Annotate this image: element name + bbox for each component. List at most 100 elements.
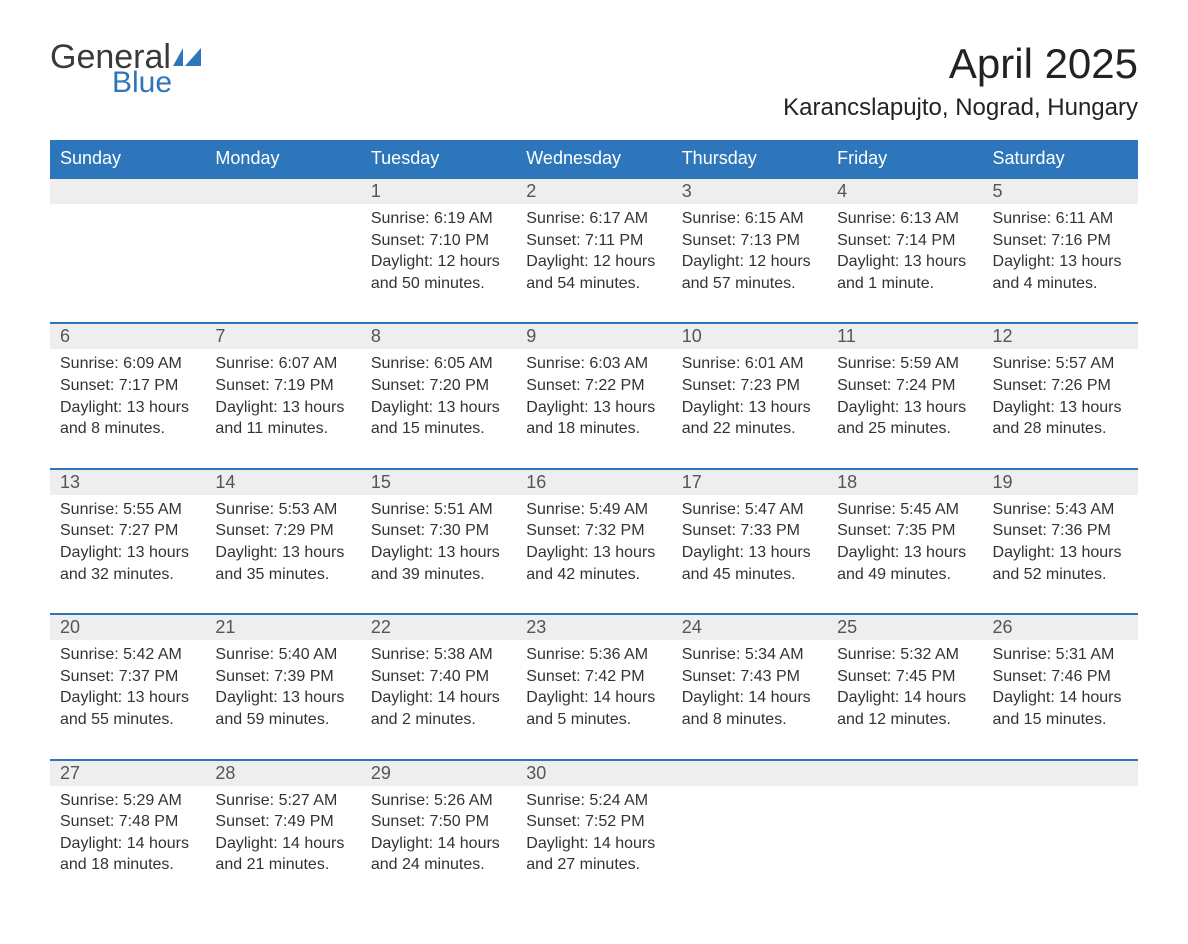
sunrise-text: Sunrise: 5:57 AM [993, 353, 1128, 375]
sunset-text: Sunset: 7:50 PM [371, 811, 506, 833]
sunset-text: Sunset: 7:42 PM [526, 666, 661, 688]
calendar-header-row: SundayMondayTuesdayWednesdayThursdayFrid… [50, 140, 1138, 178]
day-cell: Sunrise: 5:59 AMSunset: 7:24 PMDaylight:… [827, 349, 982, 468]
daylight-text: Daylight: 13 hours and 39 minutes. [371, 542, 506, 585]
day-number: 17 [672, 470, 827, 495]
sunset-text: Sunset: 7:13 PM [682, 230, 817, 252]
sunset-text: Sunset: 7:49 PM [215, 811, 350, 833]
day-header: Tuesday [361, 140, 516, 178]
sunrise-text: Sunrise: 5:59 AM [837, 353, 972, 375]
sunset-text: Sunset: 7:24 PM [837, 375, 972, 397]
month-title: April 2025 [783, 40, 1138, 88]
logo: General Blue [50, 40, 203, 98]
day-number: 28 [205, 761, 360, 786]
day-number: 10 [672, 324, 827, 349]
sunset-text: Sunset: 7:20 PM [371, 375, 506, 397]
day-number: 9 [516, 324, 671, 349]
sunrise-text: Sunrise: 5:34 AM [682, 644, 817, 666]
day-number: 2 [516, 179, 671, 204]
sunset-text: Sunset: 7:36 PM [993, 520, 1128, 542]
day-cell [983, 786, 1138, 904]
sunrise-text: Sunrise: 5:49 AM [526, 499, 661, 521]
daylight-text: Daylight: 14 hours and 2 minutes. [371, 687, 506, 730]
day-number: 3 [672, 179, 827, 204]
daylight-text: Daylight: 14 hours and 21 minutes. [215, 833, 350, 876]
daylight-text: Daylight: 14 hours and 15 minutes. [993, 687, 1128, 730]
day-header: Thursday [672, 140, 827, 178]
day-number: 22 [361, 615, 516, 640]
daylight-text: Daylight: 13 hours and 35 minutes. [215, 542, 350, 585]
daylight-text: Daylight: 13 hours and 25 minutes. [837, 397, 972, 440]
day-number: 7 [205, 324, 360, 349]
day-cell: Sunrise: 5:45 AMSunset: 7:35 PMDaylight:… [827, 495, 982, 614]
day-cell: Sunrise: 5:42 AMSunset: 7:37 PMDaylight:… [50, 640, 205, 759]
day-number: 26 [983, 615, 1138, 640]
sunrise-text: Sunrise: 6:15 AM [682, 208, 817, 230]
day-number: 19 [983, 470, 1138, 495]
sunset-text: Sunset: 7:14 PM [837, 230, 972, 252]
daylight-text: Daylight: 13 hours and 49 minutes. [837, 542, 972, 585]
sunset-text: Sunset: 7:22 PM [526, 375, 661, 397]
sunrise-text: Sunrise: 5:43 AM [993, 499, 1128, 521]
sunset-text: Sunset: 7:35 PM [837, 520, 972, 542]
day-cell [50, 204, 205, 323]
day-header: Friday [827, 140, 982, 178]
day-header: Saturday [983, 140, 1138, 178]
daylight-text: Daylight: 13 hours and 1 minute. [837, 251, 972, 294]
title-block: April 2025 Karancslapujto, Nograd, Hunga… [783, 40, 1138, 122]
day-cell: Sunrise: 5:55 AMSunset: 7:27 PMDaylight:… [50, 495, 205, 614]
daylight-text: Daylight: 14 hours and 8 minutes. [682, 687, 817, 730]
sunset-text: Sunset: 7:11 PM [526, 230, 661, 252]
sunset-text: Sunset: 7:45 PM [837, 666, 972, 688]
sunset-text: Sunset: 7:26 PM [993, 375, 1128, 397]
day-cell: Sunrise: 5:27 AMSunset: 7:49 PMDaylight:… [205, 786, 360, 904]
day-number: 8 [361, 324, 516, 349]
sunrise-text: Sunrise: 5:36 AM [526, 644, 661, 666]
day-cell: Sunrise: 6:07 AMSunset: 7:19 PMDaylight:… [205, 349, 360, 468]
daylight-text: Daylight: 14 hours and 27 minutes. [526, 833, 661, 876]
day-cell: Sunrise: 5:26 AMSunset: 7:50 PMDaylight:… [361, 786, 516, 904]
daylight-text: Daylight: 13 hours and 32 minutes. [60, 542, 195, 585]
daylight-text: Daylight: 13 hours and 45 minutes. [682, 542, 817, 585]
day-cell: Sunrise: 5:47 AMSunset: 7:33 PMDaylight:… [672, 495, 827, 614]
sunrise-text: Sunrise: 5:27 AM [215, 790, 350, 812]
day-cell: Sunrise: 5:43 AMSunset: 7:36 PMDaylight:… [983, 495, 1138, 614]
sunrise-text: Sunrise: 6:19 AM [371, 208, 506, 230]
day-cell: Sunrise: 5:32 AMSunset: 7:45 PMDaylight:… [827, 640, 982, 759]
day-cell: Sunrise: 6:03 AMSunset: 7:22 PMDaylight:… [516, 349, 671, 468]
daylight-text: Daylight: 13 hours and 28 minutes. [993, 397, 1128, 440]
sunrise-text: Sunrise: 6:07 AM [215, 353, 350, 375]
daylight-text: Daylight: 13 hours and 22 minutes. [682, 397, 817, 440]
sunrise-text: Sunrise: 5:29 AM [60, 790, 195, 812]
day-number: 25 [827, 615, 982, 640]
sunset-text: Sunset: 7:10 PM [371, 230, 506, 252]
sunset-text: Sunset: 7:32 PM [526, 520, 661, 542]
day-cell: Sunrise: 5:36 AMSunset: 7:42 PMDaylight:… [516, 640, 671, 759]
sunrise-text: Sunrise: 5:40 AM [215, 644, 350, 666]
daylight-text: Daylight: 12 hours and 50 minutes. [371, 251, 506, 294]
sunrise-text: Sunrise: 5:42 AM [60, 644, 195, 666]
daylight-text: Daylight: 13 hours and 15 minutes. [371, 397, 506, 440]
daylight-text: Daylight: 14 hours and 5 minutes. [526, 687, 661, 730]
day-cell: Sunrise: 5:34 AMSunset: 7:43 PMDaylight:… [672, 640, 827, 759]
day-number [50, 179, 205, 203]
header: General Blue April 2025 Karancslapujto, … [50, 40, 1138, 122]
sunset-text: Sunset: 7:43 PM [682, 666, 817, 688]
day-number [827, 761, 982, 785]
day-number: 29 [361, 761, 516, 786]
day-cell: Sunrise: 6:05 AMSunset: 7:20 PMDaylight:… [361, 349, 516, 468]
sunrise-text: Sunrise: 6:09 AM [60, 353, 195, 375]
day-number: 4 [827, 179, 982, 204]
day-cell: Sunrise: 5:51 AMSunset: 7:30 PMDaylight:… [361, 495, 516, 614]
day-number: 23 [516, 615, 671, 640]
day-number [205, 179, 360, 203]
sunset-text: Sunset: 7:23 PM [682, 375, 817, 397]
day-header: Sunday [50, 140, 205, 178]
daylight-text: Daylight: 12 hours and 54 minutes. [526, 251, 661, 294]
sunset-text: Sunset: 7:52 PM [526, 811, 661, 833]
sunset-text: Sunset: 7:33 PM [682, 520, 817, 542]
day-cell: Sunrise: 5:38 AMSunset: 7:40 PMDaylight:… [361, 640, 516, 759]
day-cell: Sunrise: 6:01 AMSunset: 7:23 PMDaylight:… [672, 349, 827, 468]
sunrise-text: Sunrise: 5:51 AM [371, 499, 506, 521]
sunset-text: Sunset: 7:29 PM [215, 520, 350, 542]
